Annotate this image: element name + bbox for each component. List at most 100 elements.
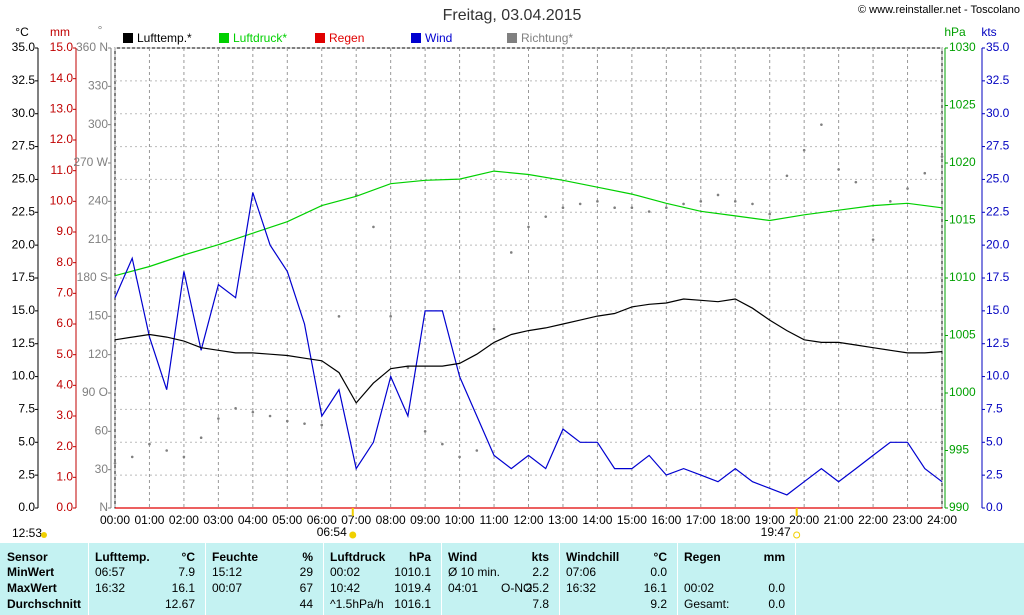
x-tick-label: 03:00 <box>203 513 233 527</box>
cell-text: ^1.5hPa/h <box>330 597 384 611</box>
direction-dot <box>699 200 703 203</box>
legend-swatch <box>315 33 325 43</box>
cell-value: 7.8 <box>532 597 549 611</box>
tick-label: 15.0 <box>50 40 74 54</box>
direction-dot <box>303 422 306 425</box>
direction-dot <box>458 455 461 459</box>
x-tick-label: 04:00 <box>238 513 268 527</box>
tick-label: 1010 <box>949 270 976 284</box>
direction-dot <box>906 187 909 190</box>
tick-label: 270 W <box>73 155 108 169</box>
direction-dot <box>940 155 944 158</box>
column-header: Regen <box>684 550 721 564</box>
y2-axis-title: hPa <box>944 25 966 39</box>
direction-dot <box>165 449 168 452</box>
series-line <box>114 298 943 404</box>
tick-label: 0.0 <box>56 500 73 514</box>
cell-text: 16:32 <box>95 581 126 595</box>
cell-text: 04:01 <box>448 581 479 595</box>
legend-label: Lufttemp.* <box>137 31 192 45</box>
tick-label: 32.5 <box>12 73 36 87</box>
column-unit: °C <box>653 550 667 564</box>
tick-label: 1020 <box>949 155 976 169</box>
x-tick-label: 02:00 <box>169 513 199 527</box>
cell-text: 10:42 <box>330 581 361 595</box>
direction-dot <box>423 430 427 433</box>
series-line <box>114 170 943 277</box>
legend-swatch <box>219 33 229 43</box>
separator <box>559 543 560 615</box>
annotation: 12:53 <box>12 526 42 540</box>
direction-dot <box>647 210 651 213</box>
column-unit: hPa <box>408 550 431 564</box>
annotation: 06:54 <box>317 525 347 539</box>
x-tick-label: 22:00 <box>858 513 888 527</box>
cell-value: 12.67 <box>164 597 195 611</box>
direction-dot <box>217 417 220 420</box>
direction-dot <box>492 327 496 331</box>
direction-dot <box>613 206 616 210</box>
x-tick-label: 07:00 <box>341 513 371 527</box>
column-unit: °C <box>181 550 195 564</box>
direction-dot <box>889 200 892 203</box>
tick-label: 990 <box>949 500 969 514</box>
mm-axis-title: mm <box>50 25 70 39</box>
cell-value: 16.1 <box>171 581 195 595</box>
tick-label: 1015 <box>949 213 976 227</box>
tick-label: 30.0 <box>986 106 1010 120</box>
cell-text: 16:32 <box>566 581 597 595</box>
cell-text: O-NO <box>501 581 533 595</box>
cell-value: 29 <box>299 565 313 579</box>
legend-label: Richtung* <box>521 31 573 45</box>
tick-label: 7.5 <box>18 402 35 416</box>
direction-dot <box>148 442 151 446</box>
kts-axis-title: kts <box>981 25 996 39</box>
tick-label: 330 <box>88 79 108 93</box>
row-label: Durchschnitt <box>7 597 82 611</box>
tick-label: 60 <box>95 424 109 438</box>
direction-dot <box>630 206 634 210</box>
separator <box>205 543 206 615</box>
tick-label: 15.0 <box>12 303 36 317</box>
direction-dot <box>475 449 479 452</box>
x-tick-label: 11:00 <box>479 513 508 527</box>
cell-text: 00:02 <box>684 581 715 595</box>
x-tick-label: 23:00 <box>893 513 923 527</box>
tick-label: 15.0 <box>986 303 1010 317</box>
direction-dot <box>802 148 806 152</box>
tick-label: N <box>99 500 108 514</box>
separator <box>323 543 324 615</box>
cell-text: Gesamt: <box>684 597 730 611</box>
x-tick-label: 20:00 <box>789 513 819 527</box>
direction-dot <box>337 315 341 318</box>
direction-dot <box>509 251 513 254</box>
cell-value: 1010.1 <box>394 565 431 579</box>
legend-swatch <box>411 33 421 43</box>
direction-dot <box>854 180 858 184</box>
cell-value: 0.0 <box>768 597 785 611</box>
column-header: Sensor <box>7 550 48 564</box>
legend-swatch <box>507 33 517 43</box>
tick-label: 35.0 <box>986 40 1010 54</box>
direction-dot <box>544 215 548 218</box>
tick-label: 150 <box>88 309 108 323</box>
direction-dot <box>751 202 754 206</box>
marker <box>793 531 801 539</box>
cell-value: 44 <box>299 597 313 611</box>
chart: Freitag, 03.04.2015 © www.reinstaller.ne… <box>12 4 1020 540</box>
cell-text: 00:02 <box>330 565 361 579</box>
cell-value: 1016.1 <box>394 597 431 611</box>
tick-label: 22.5 <box>12 204 36 218</box>
tick-label: 240 <box>88 194 108 208</box>
direction-dot <box>441 442 444 446</box>
direction-dot <box>251 410 255 414</box>
tick-label: 32.5 <box>986 73 1010 87</box>
tick-label: 1.0 <box>56 470 73 484</box>
stats-table: Sensor Lufttemp. °C Feuchte% Luftdruck hPa Win… <box>0 543 1024 615</box>
column-unit: % <box>302 550 313 564</box>
direction-dot <box>130 455 134 459</box>
credit: © www.reinstaller.net - Toscolano <box>858 4 1020 16</box>
cell-text: Ø 10 min. <box>448 565 501 579</box>
tick-label: 5.0 <box>986 434 1003 448</box>
direction-dot <box>785 174 789 178</box>
